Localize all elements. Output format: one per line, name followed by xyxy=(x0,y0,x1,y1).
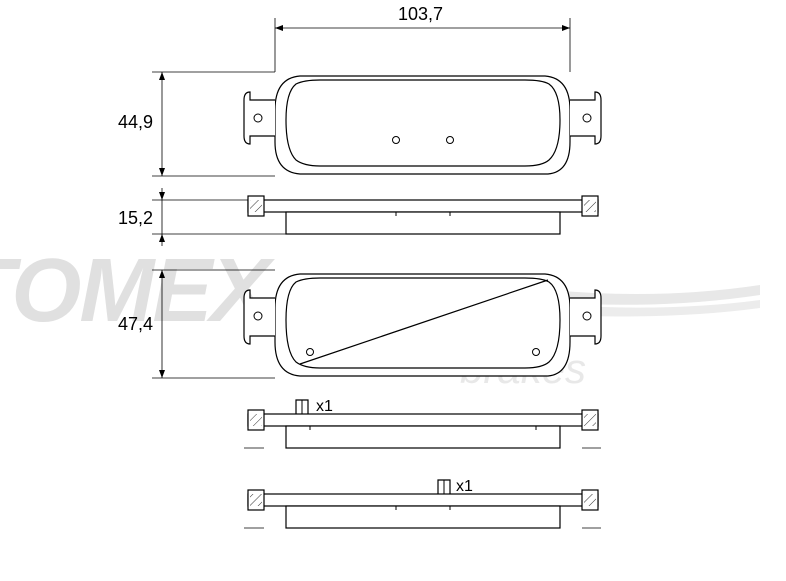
dim-width-top xyxy=(275,18,570,72)
brake-pad-diagram xyxy=(0,0,786,581)
view-5-top xyxy=(244,480,601,528)
view-1-front xyxy=(244,76,601,174)
dim-thickness xyxy=(152,188,286,246)
view-2-top xyxy=(248,196,598,234)
view-3-front xyxy=(244,274,601,376)
view-4-top xyxy=(244,400,601,448)
